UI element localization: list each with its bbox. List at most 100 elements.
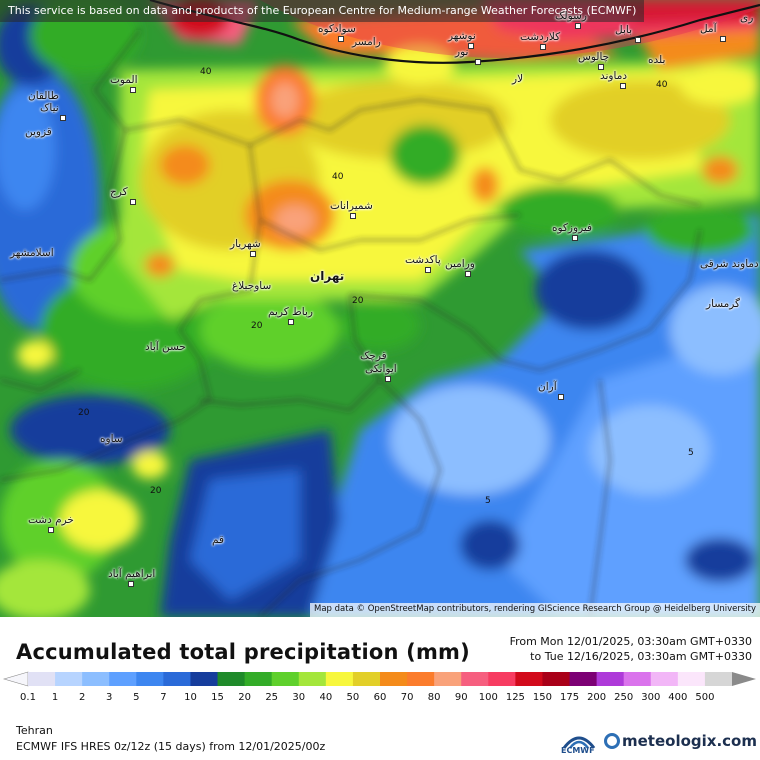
place-label: حسن آباد	[145, 341, 186, 353]
legend-tick-label: 175	[560, 692, 579, 703]
legend-tick-label: 100	[479, 692, 498, 703]
meteologix-globe-icon	[604, 733, 620, 749]
legend-tick-label: 0.1	[20, 692, 36, 703]
legend-swatch	[325, 672, 354, 686]
contour-label: 20	[78, 408, 90, 418]
contour-label: 20	[251, 321, 263, 331]
legend-swatch	[136, 672, 164, 686]
place-marker	[620, 83, 626, 89]
ecmwf-logo-icon	[562, 736, 596, 749]
legend-swatch	[298, 672, 327, 686]
place-marker	[250, 251, 256, 257]
legend-tick-label: 150	[533, 692, 552, 703]
place-label: بابل	[615, 24, 632, 36]
place-marker	[338, 36, 344, 42]
legend-swatch	[488, 672, 516, 686]
legend-swatch	[434, 672, 462, 686]
legend-swatch	[677, 672, 706, 686]
contour-label: 40	[332, 172, 344, 182]
legend-tick-label: 25	[265, 692, 278, 703]
place-label: لار	[512, 73, 524, 85]
legend-tick-label: 7	[160, 692, 166, 703]
place-label: نیاک	[40, 102, 59, 114]
place-label: دماوند شرقی	[700, 258, 759, 270]
place-label: شمیرانات	[330, 200, 373, 212]
legend-swatch	[704, 672, 733, 686]
place-label: بلده	[648, 54, 666, 66]
place-label: ایوانکی	[365, 363, 397, 375]
legend-swatch	[650, 672, 679, 686]
legend-tick-label: 80	[428, 692, 441, 703]
place-label: آران	[538, 381, 557, 393]
place-label: سوادکوه	[318, 23, 356, 35]
place-label: چالوس	[578, 51, 610, 63]
place-marker	[720, 36, 726, 42]
legend-swatch	[244, 672, 273, 686]
place-marker	[575, 23, 581, 29]
place-label: گرمسار	[706, 298, 741, 310]
ecmwf-logo-text: ECMWF	[561, 746, 595, 755]
place-label: قرچک	[360, 350, 387, 362]
place-marker	[48, 527, 54, 533]
place-marker	[598, 64, 604, 70]
legend-tick-label: 50	[347, 692, 360, 703]
place-label: رامسر	[352, 36, 381, 48]
legend-tick-label: 200	[587, 692, 606, 703]
legend-swatch	[515, 672, 543, 686]
legend-tick-label: 15	[211, 692, 224, 703]
legend-swatch	[542, 672, 571, 686]
place-marker	[635, 37, 641, 43]
legend-swatch	[55, 672, 83, 686]
legend-tick-label: 125	[506, 692, 525, 703]
place-label: ساوه	[100, 433, 123, 445]
legend-swatch	[217, 672, 246, 686]
legend-tick-label: 1	[52, 692, 58, 703]
place-label: پاکدشت	[405, 254, 441, 266]
place-marker	[540, 44, 546, 50]
place-label: قزوین	[25, 126, 52, 138]
legend-swatch	[271, 672, 300, 686]
place-label: رباط کریم	[268, 306, 313, 318]
contour-label: 40	[656, 80, 668, 90]
place-marker	[288, 319, 294, 325]
place-marker	[350, 213, 356, 219]
place-marker	[128, 581, 134, 587]
place-label: نوشهر	[448, 30, 476, 42]
legend-tick-label: 2	[79, 692, 85, 703]
legend-swatch	[623, 672, 652, 686]
place-label: طالقان	[28, 90, 59, 102]
contour-label: 20	[352, 296, 364, 306]
contour-label: 40	[200, 67, 212, 77]
legend-swatch	[109, 672, 137, 686]
meteologix-logo[interactable]: meteologix.com	[604, 731, 757, 751]
place-marker	[468, 43, 474, 49]
legend-swatch	[596, 672, 625, 686]
place-label: کلاردشت	[520, 31, 561, 43]
legend-tick-label: 5	[133, 692, 139, 703]
legend-tick-label: 10	[184, 692, 197, 703]
place-label: قم	[212, 534, 225, 546]
legend-swatch	[407, 672, 435, 686]
data-source-banner: This service is based on data and produc…	[0, 0, 645, 22]
place-label: کرج	[110, 186, 128, 198]
precipitation-map[interactable]: This service is based on data and produc…	[0, 0, 760, 617]
legend-tick-label: 400	[668, 692, 687, 703]
legend-tick-label: 3	[106, 692, 112, 703]
legend-swatch	[569, 672, 598, 686]
legend-swatch	[190, 672, 219, 686]
place-marker	[572, 235, 578, 241]
place-label: شهریار	[230, 238, 261, 250]
place-label: ابراهیم آباد	[108, 568, 156, 580]
legend-swatch	[380, 672, 408, 686]
precipitation-field	[0, 0, 760, 617]
color-legend: 0.1 1 2 3 5 7 10 15 20 25 30 40 50 60 70 80 90 100 125 150 1…	[2, 671, 756, 703]
legend-tick-label: 40	[319, 692, 332, 703]
place-marker	[425, 267, 431, 273]
legend-tick-label: 30	[292, 692, 305, 703]
contour-label: 5	[688, 448, 694, 458]
place-marker	[475, 59, 481, 65]
legend-min-arrow	[2, 671, 29, 687]
chart-title: Accumulated total precipitation (mm)	[16, 640, 470, 664]
map-attribution: Map data © OpenStreetMap contributors, r…	[310, 603, 760, 617]
legend-swatch	[82, 672, 110, 686]
